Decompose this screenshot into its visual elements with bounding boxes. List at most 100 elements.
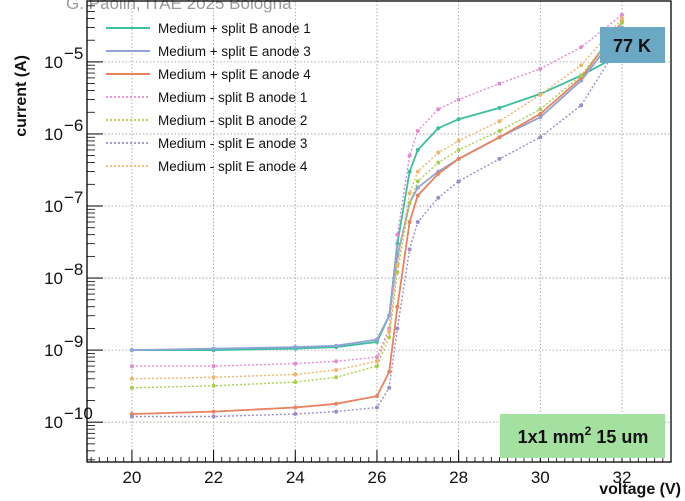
series-2-point <box>334 343 339 348</box>
series-6-point <box>211 414 216 419</box>
series-7-point <box>497 119 502 124</box>
series-5-point <box>619 20 624 25</box>
series-6-point <box>334 409 339 414</box>
series-2-point <box>374 337 379 342</box>
y-tick-label: 10 <box>44 341 63 360</box>
series-7-point <box>415 169 420 174</box>
series-4-point <box>456 97 461 102</box>
x-tick-label: 28 <box>449 468 468 487</box>
x-tick-label: 30 <box>531 468 550 487</box>
series-2-point <box>211 346 216 351</box>
y-axis-label: current (A) <box>13 55 30 137</box>
y-tick-exponent: −6 <box>64 116 83 135</box>
series-7-point <box>436 150 441 155</box>
legend: Medium + split B anode 1 Medium + split E… <box>106 21 311 174</box>
series-5-point <box>538 107 543 112</box>
series-6-point <box>579 103 584 108</box>
series-line-7 <box>131 18 623 380</box>
plot-frame <box>86 0 672 463</box>
legend-entry: Medium - split B anode 2 <box>158 113 307 128</box>
series-4-point <box>497 81 502 86</box>
series-3-point <box>387 369 392 374</box>
series-4-point <box>579 45 584 50</box>
series-7-point <box>395 263 400 268</box>
series-6-point <box>387 385 392 390</box>
series-1-point <box>407 169 412 174</box>
series-5-point <box>374 364 379 369</box>
series-6-point <box>538 135 543 140</box>
series-4-point <box>211 364 216 369</box>
legend-entry: Medium - split B anode 1 <box>158 90 307 105</box>
legend-entry: Medium - split E anode 4 <box>158 159 308 174</box>
series-3-point <box>374 394 379 399</box>
series-2-point <box>129 348 134 353</box>
x-axis-label: voltage (V) <box>599 481 681 498</box>
series-5-point <box>579 73 584 78</box>
device-suffix: 15 um <box>591 427 648 447</box>
temperature-label: 77 K <box>613 36 651 56</box>
y-tick-label: 10 <box>44 269 63 288</box>
series-4-point <box>129 364 134 369</box>
credit-text: G. Paolin, ITAE 2025 Bologna <box>66 0 292 13</box>
series-3-point <box>497 135 502 140</box>
series-1-point <box>456 117 461 122</box>
series-5-point <box>387 335 392 340</box>
x-tick-label: 26 <box>367 468 386 487</box>
series-6-point <box>395 326 400 331</box>
series-7-point <box>211 375 216 380</box>
series-4-point <box>619 12 624 17</box>
series-7-point <box>407 191 412 196</box>
y-tick-exponent: −10 <box>64 404 93 423</box>
x-tick-label: 22 <box>204 468 223 487</box>
series-3-point <box>211 409 216 414</box>
series-4-point <box>395 232 400 237</box>
series-5-point <box>497 128 502 133</box>
series-3-point <box>456 156 461 161</box>
series-3-point <box>293 405 298 410</box>
legend-entry: Medium - split E anode 3 <box>158 136 307 151</box>
device-label: 1x1 mm2 15 um <box>518 424 649 447</box>
series-6-point <box>456 179 461 184</box>
series-4-point <box>436 107 441 112</box>
y-tick-label: 10 <box>44 53 63 72</box>
series-3-point <box>395 304 400 309</box>
series-7-point <box>619 16 624 21</box>
series-6-point <box>129 414 134 419</box>
series-4-point <box>293 361 298 366</box>
series-5-point <box>436 160 441 165</box>
series-3-point <box>436 171 441 176</box>
series-5-point <box>293 380 298 385</box>
series-5-point <box>211 383 216 388</box>
y-tick-label: 10 <box>44 413 63 432</box>
y-tick-exponent: −8 <box>64 260 83 279</box>
y-tick-exponent: −5 <box>64 44 83 63</box>
series-4-point <box>407 153 412 158</box>
series-4-point <box>415 128 420 133</box>
series-line-5 <box>131 22 623 389</box>
series-1-point <box>497 105 502 110</box>
device-badge: 1x1 mm2 15 um <box>500 414 665 458</box>
device-exp: 2 <box>585 424 592 438</box>
x-tick-label: 24 <box>286 468 305 487</box>
series-7-point <box>374 359 379 364</box>
y-tick-exponent: −9 <box>64 332 83 351</box>
series-7-point <box>334 367 339 372</box>
series-6-point <box>407 247 412 252</box>
series-4-point <box>334 359 339 364</box>
series-6-point <box>293 411 298 416</box>
series-5-point <box>456 147 461 152</box>
series-7-point <box>579 63 584 68</box>
series-3-point <box>415 193 420 198</box>
series-2-point <box>293 345 298 350</box>
series-7-point <box>293 372 298 377</box>
series-6-point <box>374 405 379 410</box>
series-3-point <box>334 401 339 406</box>
series-7-point <box>387 329 392 334</box>
series-7-point <box>129 376 134 381</box>
y-tick-label: 10 <box>44 125 63 144</box>
series-3-point <box>538 111 543 116</box>
y-tick-label: 10 <box>44 197 63 216</box>
series-2-point <box>415 185 420 190</box>
